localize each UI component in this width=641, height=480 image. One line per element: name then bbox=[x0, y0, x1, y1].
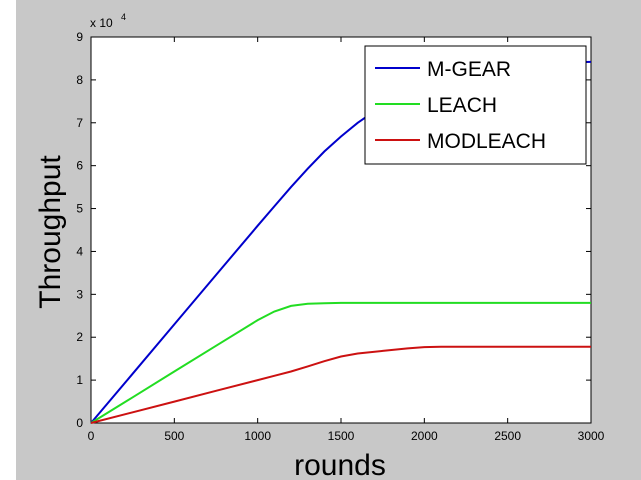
x-axis-label: rounds bbox=[294, 449, 386, 480]
x-tick-label: 500 bbox=[164, 429, 184, 443]
y-tick-label: 7 bbox=[76, 116, 83, 130]
x-tick-label: 0 bbox=[88, 429, 95, 443]
y-tick-label: 8 bbox=[76, 73, 83, 87]
x-tick-label: 3000 bbox=[578, 429, 605, 443]
throughput-line-chart: 0 500 1000 1500 2000 2500 3000 0 1 2 3 4 5 6 7 8 9 M-GEAR… bbox=[34, 12, 605, 480]
y-tick-label: 3 bbox=[76, 287, 83, 301]
series-line-leach bbox=[90, 301, 591, 424]
series-line-modleach bbox=[90, 345, 591, 424]
y-multiplier-label: x 10 bbox=[90, 16, 113, 30]
x-tick-label: 1000 bbox=[244, 429, 271, 443]
y-axis-label: Throughput bbox=[34, 155, 67, 309]
x-tick-label: 1500 bbox=[328, 429, 355, 443]
legend-label: LEACH bbox=[427, 94, 497, 117]
y-tick-label: 0 bbox=[76, 416, 83, 430]
y-tick-label: 4 bbox=[76, 244, 83, 258]
figure-background: 0 500 1000 1500 2000 2500 3000 0 1 2 3 4 5 6 7 8 9 M-GEAR… bbox=[16, 0, 641, 480]
y-tick-label: 5 bbox=[76, 202, 83, 216]
y-multiplier-exponent: 4 bbox=[121, 12, 126, 22]
legend-label: M-GEAR bbox=[427, 58, 511, 81]
y-tick-label: 6 bbox=[76, 159, 83, 173]
y-tick-label: 9 bbox=[76, 30, 83, 44]
x-tick-label: 2000 bbox=[411, 429, 438, 443]
legend-label: MODLEACH bbox=[427, 130, 546, 153]
y-tick-label: 1 bbox=[76, 373, 83, 387]
x-tick-label: 2500 bbox=[494, 429, 521, 443]
y-tick-label: 2 bbox=[76, 330, 83, 344]
